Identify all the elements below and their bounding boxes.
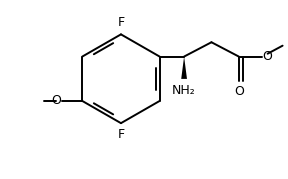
Text: F: F	[118, 128, 124, 141]
Text: NH₂: NH₂	[172, 84, 196, 97]
Text: O: O	[263, 50, 273, 63]
Text: O: O	[234, 85, 244, 98]
Polygon shape	[181, 57, 187, 79]
Text: F: F	[118, 16, 124, 29]
Text: O: O	[51, 95, 61, 107]
